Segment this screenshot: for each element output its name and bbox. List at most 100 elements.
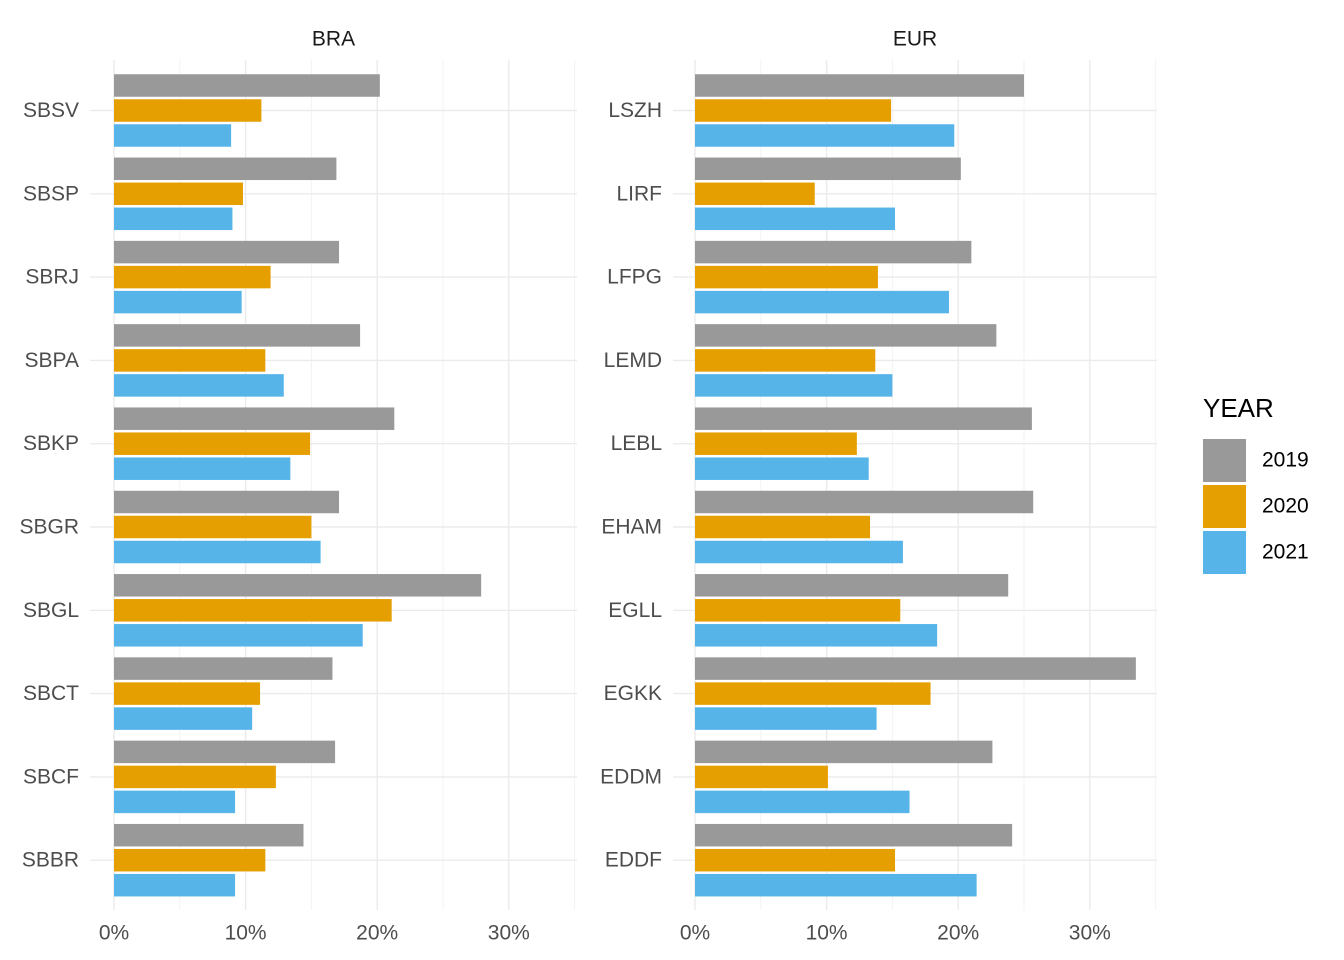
x-tick-label: 20% <box>356 922 398 945</box>
panel-eur: EUR LSZH LIRF LFPG LEMD LEBL EHAM EGLL EGKK EDDM E… <box>600 28 1157 945</box>
bar-sbrj-2021 <box>114 290 242 314</box>
legend-label-2021: 2021 <box>1262 541 1309 564</box>
x-tick-label: 10% <box>806 922 848 945</box>
y-tick-label: SBKP <box>23 432 79 455</box>
bar-eham-2019 <box>695 490 1034 514</box>
bar-lirf-2021 <box>695 207 896 231</box>
y-tick-label: SBBR <box>22 849 79 872</box>
y-tick-label: EDDM <box>600 765 662 788</box>
x-tick-label: 10% <box>225 922 267 945</box>
legend: YEAR 2019 2020 2021 <box>1203 393 1309 574</box>
bar-egll-2019 <box>695 574 1009 597</box>
x-tick-label: 30% <box>488 922 530 945</box>
y-tick-label: SBSV <box>23 99 79 122</box>
bar-sbkp-2020 <box>114 432 311 455</box>
x-tick-label: 0% <box>99 922 129 945</box>
bar-eddf-2019 <box>695 823 1013 847</box>
bar-sbcf-2019 <box>114 740 336 764</box>
bar-sbgl-2020 <box>114 599 392 622</box>
bar-eham-2020 <box>695 515 871 539</box>
bar-sbpa-2021 <box>114 374 284 397</box>
panel-title: EUR <box>893 28 937 51</box>
y-tick-label: LEBL <box>611 432 662 455</box>
legend-label-2020: 2020 <box>1262 495 1309 518</box>
bar-egkk-2021 <box>695 707 877 730</box>
bar-sbsv-2021 <box>114 124 232 147</box>
y-tick-label: LIRF <box>616 182 662 205</box>
bar-lszh-2021 <box>695 124 955 147</box>
bar-lirf-2020 <box>695 182 815 206</box>
bar-sbrj-2020 <box>114 265 271 289</box>
y-tick-label: SBCF <box>23 765 79 788</box>
bar-lfpg-2019 <box>695 240 972 264</box>
bar-sbkp-2021 <box>114 457 291 480</box>
x-tick-label: 20% <box>937 922 979 945</box>
y-tick-label: EGLL <box>608 599 662 622</box>
y-tick-label: SBCT <box>23 682 79 705</box>
bar-lirf-2019 <box>695 157 961 181</box>
bar-lfpg-2021 <box>695 290 949 314</box>
bar-sbbr-2021 <box>114 873 236 897</box>
bar-lfpg-2020 <box>695 265 878 289</box>
bar-eham-2021 <box>695 540 903 564</box>
bar-eddf-2020 <box>695 848 896 872</box>
bar-sbgr-2019 <box>114 490 340 514</box>
bar-sbcf-2020 <box>114 765 276 789</box>
bar-sbrj-2019 <box>114 240 340 264</box>
bar-eddm-2020 <box>695 765 828 789</box>
bar-sbsv-2019 <box>114 74 380 97</box>
bar-egkk-2019 <box>695 657 1136 680</box>
bar-lemd-2020 <box>695 349 876 372</box>
bar-lemd-2021 <box>695 374 893 397</box>
bar-sbgl-2021 <box>114 624 363 647</box>
bar-sbct-2021 <box>114 707 253 730</box>
bar-lebl-2020 <box>695 432 857 455</box>
y-tick-label: SBSP <box>23 182 79 205</box>
panel-title: BRA <box>312 28 355 51</box>
bar-lebl-2021 <box>695 457 869 480</box>
y-tick-label: SBRJ <box>25 266 79 289</box>
bar-sbsv-2020 <box>114 99 262 122</box>
bar-sbct-2019 <box>114 657 333 680</box>
y-tick-label: SBPA <box>25 349 79 372</box>
bar-sbbr-2019 <box>114 823 304 847</box>
y-tick-label: LEMD <box>604 349 662 372</box>
legend-label-2019: 2019 <box>1262 449 1309 472</box>
bar-eddm-2019 <box>695 740 993 764</box>
bar-egkk-2020 <box>695 682 931 705</box>
bar-sbsp-2021 <box>114 207 233 231</box>
y-tick-label: EGKK <box>604 682 662 705</box>
bar-eddm-2021 <box>695 790 910 814</box>
x-tick-label: 30% <box>1069 922 1111 945</box>
bar-egll-2020 <box>695 599 901 622</box>
bar-lszh-2019 <box>695 74 1024 97</box>
bar-sbgr-2021 <box>114 540 321 564</box>
y-tick-label: LSZH <box>608 99 662 122</box>
y-tick-label: EHAM <box>601 516 662 539</box>
legend-swatch-2019 <box>1203 439 1246 482</box>
bar-sbpa-2020 <box>114 349 266 372</box>
legend-swatch-2020 <box>1203 485 1246 528</box>
legend-title: YEAR <box>1203 393 1274 423</box>
bar-sbgr-2020 <box>114 515 312 539</box>
bar-egll-2021 <box>695 624 938 647</box>
bar-sbbr-2020 <box>114 848 266 872</box>
y-tick-label: SBGR <box>19 516 79 539</box>
panel-bra: BRA SBSV SBSP SBRJ SBPA SBKP SBGR SBGL SBCT SBCF S… <box>19 28 577 945</box>
bar-sbct-2020 <box>114 682 261 705</box>
bar-sbpa-2019 <box>114 324 361 347</box>
bar-sbgl-2019 <box>114 574 482 597</box>
legend-swatch-2021 <box>1203 531 1246 574</box>
bar-lemd-2019 <box>695 324 997 347</box>
bar-sbsp-2020 <box>114 182 243 206</box>
bar-lebl-2019 <box>695 407 1032 430</box>
bar-sbcf-2021 <box>114 790 236 814</box>
bar-sbsp-2019 <box>114 157 337 181</box>
bar-lszh-2020 <box>695 99 892 122</box>
bar-eddf-2021 <box>695 873 977 897</box>
y-tick-label: SBGL <box>23 599 79 622</box>
y-tick-label: EDDF <box>605 849 662 872</box>
y-tick-label: LFPG <box>607 266 662 289</box>
bar-sbkp-2019 <box>114 407 395 430</box>
